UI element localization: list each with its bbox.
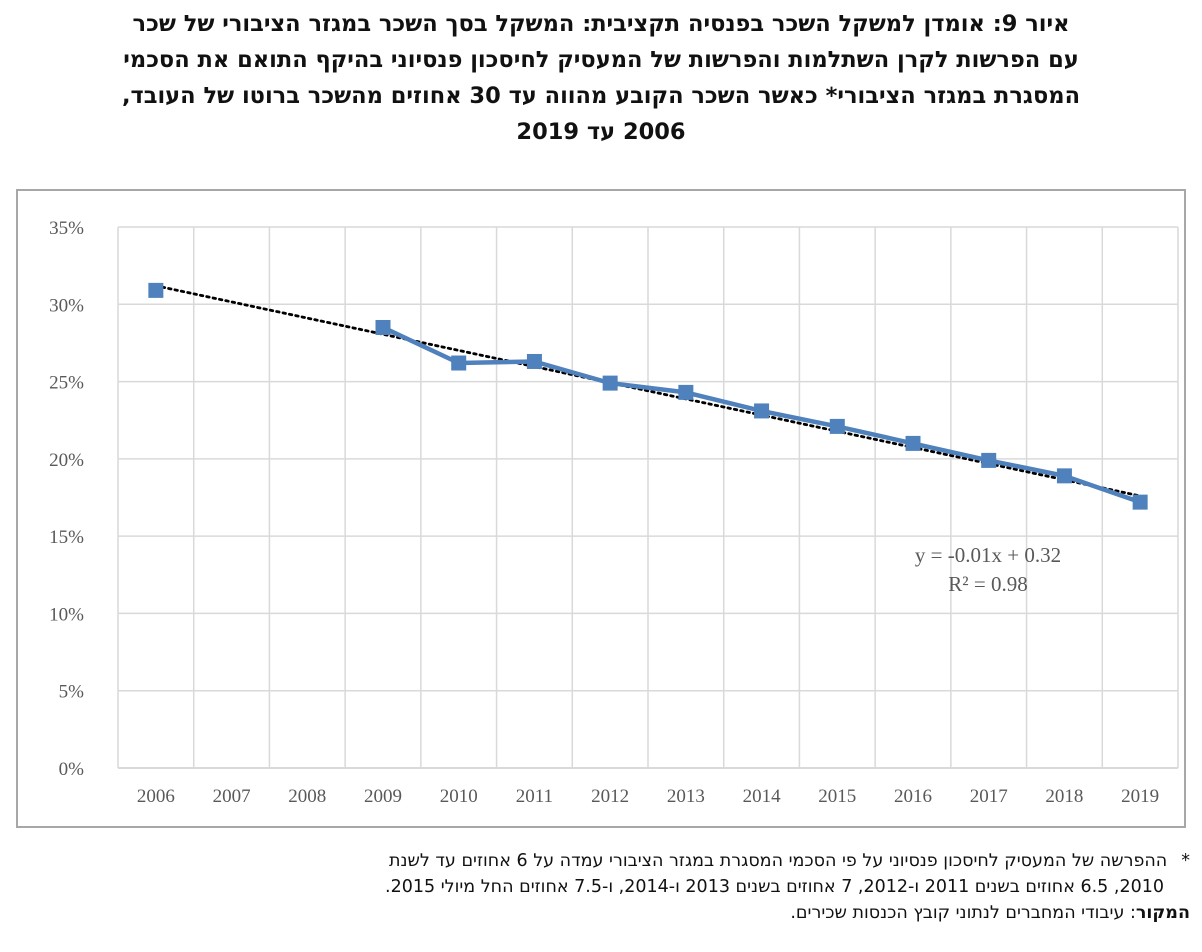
data-point-marker [829, 418, 845, 434]
chart-title: איור 9: אומדן למשקל השכר בפנסיה תקציבית:… [10, 6, 1192, 150]
data-point-marker [451, 355, 467, 371]
source-label: המקור [1135, 903, 1190, 923]
data-point-marker [375, 319, 391, 335]
title-line-1: איור 9: אומדן למשקל השכר בפנסיה תקציבית:… [132, 11, 1070, 37]
tick-labels: 0% 5% 10% 15% 20% 25% 30% 35% 2006 2007 2008 2009 20… [49, 218, 1159, 807]
source-text: : עיבודי המחברים לנתוני קובץ הכנסות שכיר… [790, 903, 1136, 923]
grid-lines [117, 226, 1179, 768]
title-line-3: המסגרת במגזר הציבורי* כאשר השכר הקובע מה… [121, 83, 1081, 109]
footnote-line-2: 2010, 6.5 אחוזים בשנים 2011 ו-2012, 7 אח… [385, 877, 1164, 897]
source-line: המקור: עיבודי המחברים לנתוני קובץ הכנסות… [10, 900, 1190, 926]
x-tick-label: 2012 [591, 786, 629, 807]
footnote-text-1: ההפרשה של המעסיק לחיסכון פנסיוני על פי ה… [388, 851, 1168, 871]
data-point-marker [602, 375, 618, 391]
x-tick-label: 2014 [743, 786, 782, 807]
x-tick-label: 2015 [818, 786, 856, 807]
trendline [154, 284, 1142, 498]
data-point-marker [526, 353, 542, 369]
x-tick-label: 2007 [213, 786, 251, 807]
x-tick-label: 2011 [516, 786, 553, 807]
y-tick-label: 35% [49, 218, 84, 239]
data-point-marker [148, 282, 164, 298]
y-tick-label: 20% [49, 450, 84, 471]
x-tick-label: 2016 [894, 786, 932, 807]
trendline-r-squared-text: R² = 0.98 [948, 572, 1027, 596]
x-tick-label: 2013 [667, 786, 705, 807]
x-tick-label: 2009 [364, 786, 402, 807]
y-tick-label: 25% [49, 373, 84, 394]
footnote-line-1: * ההפרשה של המעסיק לחיסכון פנסיוני על פי … [10, 848, 1190, 874]
y-tick-label: 5% [59, 682, 85, 703]
title-line-2: עם הפרשות לקרן השתלמות והפרשות של המעסיק… [123, 47, 1079, 73]
y-tick-label: 10% [49, 604, 84, 625]
trendline-equation-text: y = -0.01x + 0.32 [915, 543, 1061, 567]
data-markers [148, 282, 1148, 510]
data-point-marker [1132, 494, 1148, 510]
data-point-marker [678, 384, 694, 400]
trendline-equation: y = -0.01x + 0.32 R² = 0.98 [915, 543, 1061, 596]
footnote: * ההפרשה של המעסיק לחיסכון פנסיוני על פי … [10, 848, 1190, 926]
y-tick-label: 30% [49, 295, 84, 316]
x-tick-label: 2010 [440, 786, 478, 807]
trendline-path [154, 284, 1142, 498]
footnote-star: * [1181, 851, 1190, 871]
y-tick-label: 15% [49, 527, 84, 548]
title-line-4: 2006 עד 2019 [516, 119, 686, 145]
data-point-marker [754, 403, 770, 419]
data-point-marker [1056, 468, 1072, 484]
data-point-marker [905, 435, 921, 451]
y-tick-label: 0% [59, 759, 85, 780]
x-tick-label: 2019 [1121, 786, 1159, 807]
x-tick-label: 2008 [288, 786, 326, 807]
x-tick-label: 2017 [970, 786, 1008, 807]
line-chart: 0% 5% 10% 15% 20% 25% 30% 35% 2006 2007 2008 2009 20… [49, 218, 1179, 807]
x-tick-label: 2018 [1045, 786, 1083, 807]
chart-area: 0% 5% 10% 15% 20% 25% 30% 35% 2006 2007 2008 2009 20… [16, 189, 1186, 828]
data-point-marker [981, 452, 997, 468]
x-tick-label: 2006 [137, 786, 175, 807]
